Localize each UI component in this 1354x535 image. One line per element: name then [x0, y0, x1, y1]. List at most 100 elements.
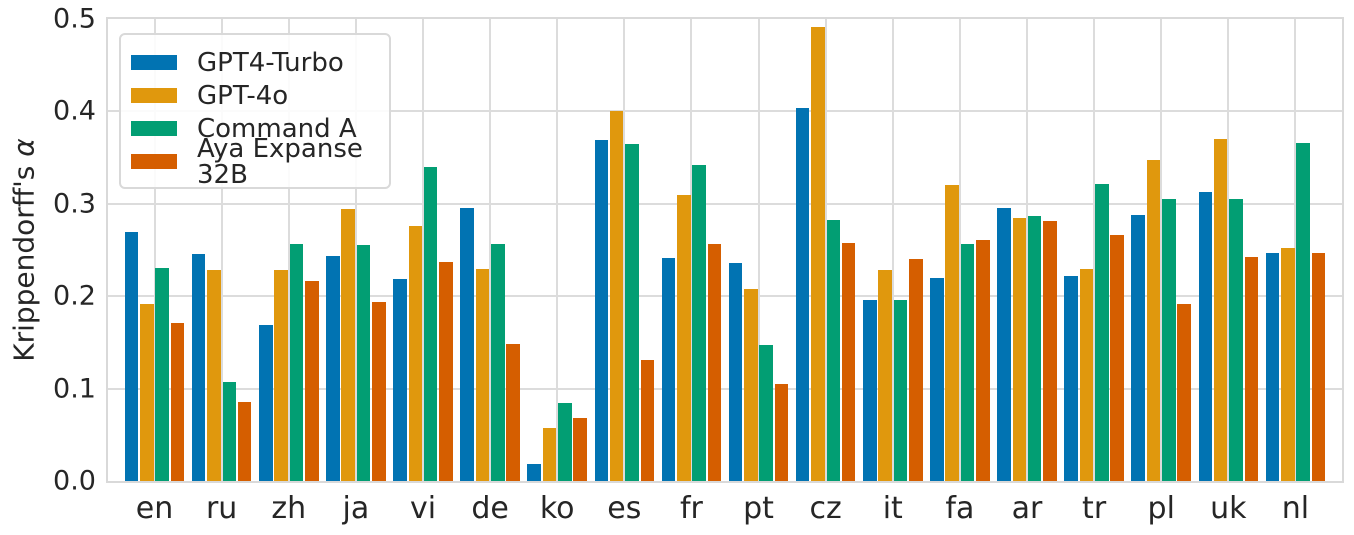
- bar: [527, 464, 541, 481]
- gridline-vertical: [757, 19, 760, 481]
- legend-item: GPT4-Turbo: [131, 46, 377, 79]
- gridline-vertical: [958, 19, 961, 481]
- bar: [573, 418, 588, 481]
- bar: [640, 359, 655, 481]
- bar: [795, 107, 810, 481]
- x-tick-label: en: [135, 491, 174, 526]
- bar: [1131, 214, 1145, 481]
- bar: [960, 243, 975, 481]
- x-tick-label: ko: [539, 491, 575, 526]
- bar: [140, 303, 154, 481]
- gridline-vertical: [824, 19, 827, 481]
- bar: [393, 278, 407, 481]
- gridline-vertical: [287, 19, 290, 481]
- legend-label: GPT-4o: [197, 80, 289, 111]
- bar: [475, 269, 490, 481]
- bar: [356, 245, 371, 481]
- x-tick-label: ja: [342, 491, 370, 526]
- bar: [774, 383, 789, 481]
- y-tick-label: 0.0: [53, 465, 96, 497]
- bar: [423, 166, 438, 481]
- x-tick-label: tr: [1082, 491, 1107, 526]
- bar: [460, 208, 474, 481]
- x-tick-label: ar: [1011, 491, 1043, 526]
- legend-label: Command A: [197, 113, 357, 144]
- gridline-vertical: [422, 19, 424, 481]
- gridline-vertical: [623, 19, 626, 481]
- gridline-vertical: [690, 19, 693, 481]
- bar: [676, 194, 691, 481]
- legend: GPT4-Turbo GPT-4o Command A Aya Expanse 32B: [119, 33, 391, 189]
- legend-item: Command A: [131, 112, 377, 145]
- y-axis-label-text: Krippendorff's α: [8, 138, 41, 362]
- bar: [274, 270, 288, 481]
- bar: [1079, 269, 1094, 481]
- bar: [692, 165, 706, 481]
- legend-item: GPT-4o: [131, 79, 377, 112]
- bar: [289, 244, 304, 481]
- bar: [1146, 160, 1161, 481]
- gridline-vertical: [1093, 19, 1096, 481]
- bar: [1311, 252, 1326, 481]
- bar: [878, 270, 892, 481]
- bar: [930, 277, 944, 481]
- bar: [1027, 215, 1042, 481]
- gridline-vertical: [1160, 19, 1163, 481]
- bar: [744, 288, 758, 481]
- x-tick-label: es: [607, 491, 642, 526]
- bar: [811, 27, 825, 481]
- bar: [155, 268, 169, 481]
- bar: [841, 242, 856, 481]
- x-tick-label: vi: [409, 491, 437, 526]
- bar: [945, 185, 959, 481]
- bar: [305, 281, 319, 481]
- bar: [1280, 248, 1295, 481]
- y-tick-label: 0.3: [53, 188, 96, 220]
- x-tick-label: zh: [271, 491, 307, 526]
- plot-area: GPT4-Turbo GPT-4o Command A Aya Expanse 32B: [106, 17, 1344, 483]
- bar: [170, 323, 185, 481]
- gridline-vertical: [1227, 19, 1230, 481]
- legend-swatch: [131, 121, 177, 136]
- y-axis-label: Krippendorff's α: [2, 0, 46, 500]
- bar: [1198, 191, 1213, 481]
- x-tick-label: ru: [205, 491, 238, 526]
- x-tick-label: it: [882, 491, 903, 526]
- legend-swatch: [131, 154, 177, 169]
- bar: [1043, 221, 1057, 481]
- bar: [707, 243, 722, 481]
- bar: [1012, 217, 1027, 481]
- bar: [542, 428, 557, 481]
- bar: [625, 143, 639, 481]
- bar: [862, 299, 877, 481]
- gridline-vertical: [556, 19, 559, 481]
- gridline-vertical: [489, 19, 492, 481]
- bar: [609, 111, 624, 481]
- bar: [491, 244, 505, 481]
- bar: [408, 225, 423, 481]
- bar: [341, 209, 355, 481]
- bar: [1177, 303, 1192, 481]
- gridline-vertical: [1026, 19, 1028, 481]
- x-tick-label: pt: [743, 491, 774, 526]
- x-tick-label: nl: [1281, 491, 1310, 526]
- gridline-horizontal: [108, 387, 1342, 390]
- bar: [1265, 252, 1280, 481]
- bar: [909, 259, 923, 481]
- bar: [1095, 184, 1109, 481]
- y-tick-label: 0.1: [53, 373, 96, 405]
- gridline-horizontal: [108, 295, 1342, 298]
- bar: [124, 232, 139, 481]
- bar: [1296, 142, 1310, 481]
- bar: [439, 262, 453, 481]
- bar: [893, 299, 908, 481]
- bar: [1064, 275, 1078, 481]
- bar: [237, 402, 252, 481]
- y-axis-label-alpha-symbol: α: [7, 138, 41, 157]
- y-axis-label-prefix: Krippendorff's: [7, 156, 41, 362]
- bar: [728, 262, 743, 481]
- bar: [258, 324, 273, 481]
- bar: [222, 382, 237, 481]
- bar: [326, 256, 340, 481]
